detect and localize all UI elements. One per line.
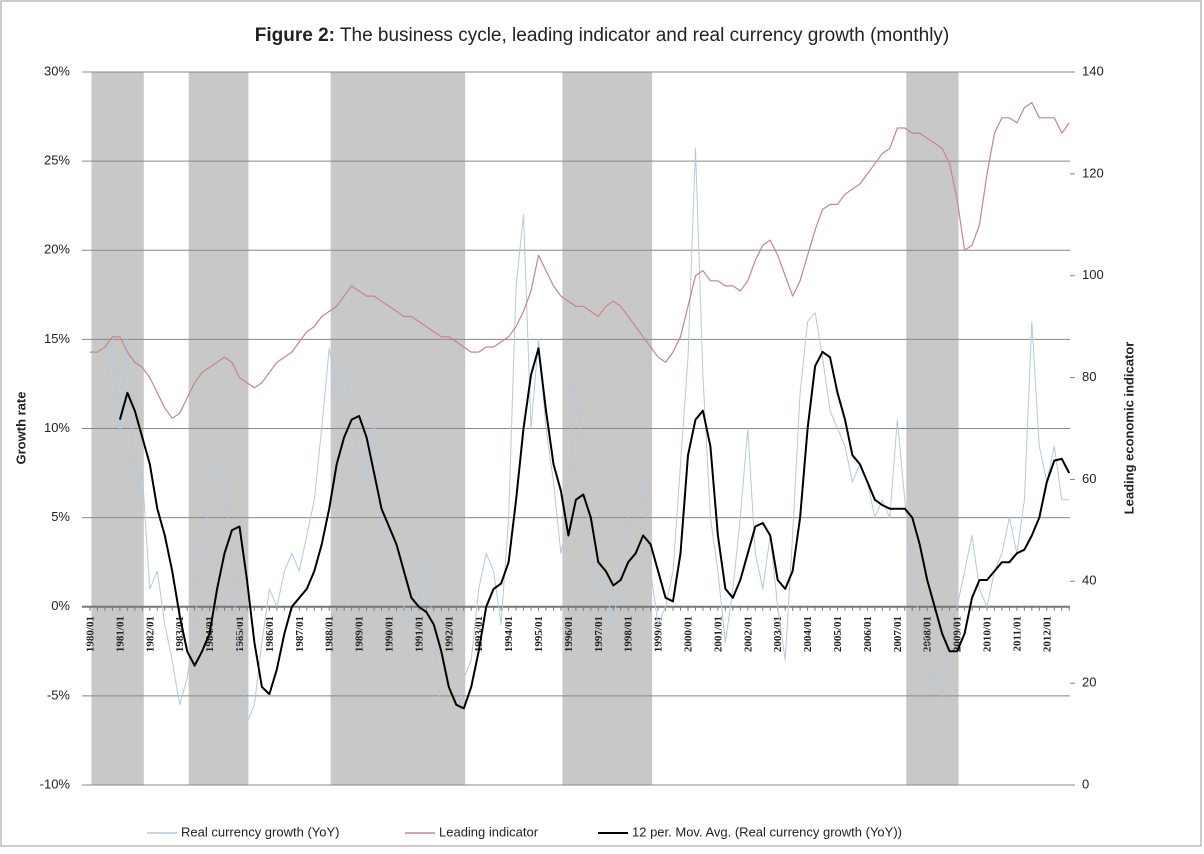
y2-axis-title: Leading economic indicator — [1121, 342, 1136, 515]
title-label: Figure 2: — [255, 25, 335, 46]
y-tick-label: -5% — [47, 687, 71, 702]
y-axis-title: Growth rate — [13, 392, 28, 465]
x-tick-label: 1996/01 — [563, 616, 575, 652]
x-tick-label: 2007/01 — [892, 616, 904, 652]
x-tick-label: 1998/01 — [623, 616, 635, 652]
grid: -10% -5% 0% 5% 10% 15% 20% 25% 30% 0 20 40 60 80 100 12… — [40, 63, 1104, 791]
legend: Real currency growth (YoY) Leading indica… — [147, 824, 902, 839]
x-tick-label: 2010/01 — [982, 616, 994, 652]
legend-label: Leading indicator — [439, 824, 539, 839]
x-tick-label: 1995/01 — [533, 616, 545, 652]
x-tick-label: 2011/01 — [1011, 616, 1023, 651]
y-tick-label: -10% — [40, 776, 71, 791]
x-tick-label: 1997/01 — [593, 616, 605, 652]
y2-tick-label: 100 — [1082, 267, 1104, 282]
x-tick-label: 1992/01 — [443, 616, 455, 652]
x-tick-label: 1986/01 — [264, 616, 276, 652]
series-line — [90, 102, 1070, 419]
x-tick-label: 1989/01 — [354, 616, 366, 652]
x-tick-label: 1981/01 — [114, 616, 126, 652]
y-tick-label: 30% — [44, 63, 70, 78]
y2-tick-label: 60 — [1082, 471, 1096, 486]
x-tick-label: 2004/01 — [802, 616, 814, 652]
x-tick-label: 1990/01 — [384, 616, 396, 652]
x-tick-label: 1987/01 — [294, 616, 306, 652]
x-tick-label: 2001/01 — [712, 616, 724, 652]
x-tick-label: 2006/01 — [862, 616, 874, 652]
y2-tick-label: 0 — [1082, 776, 1089, 791]
y2-tick-label: 80 — [1082, 369, 1096, 384]
lines — [90, 102, 1071, 741]
y2-tick-label: 40 — [1082, 573, 1096, 588]
x-tick-label: 2008/01 — [922, 616, 934, 652]
y2-tick-label: 20 — [1082, 675, 1096, 690]
x-tick-label: 2002/01 — [742, 616, 754, 652]
x-tick-label: 1999/01 — [653, 616, 665, 652]
y-tick-label: 10% — [44, 420, 70, 435]
legend-label: 12 per. Mov. Avg. (Real currency growth … — [632, 824, 902, 839]
x-tick-label: 1980/01 — [85, 616, 97, 652]
y-tick-label: 15% — [44, 331, 70, 346]
x-tick-label: 2005/01 — [832, 616, 844, 652]
y-tick-label: 5% — [51, 509, 70, 524]
x-tick-label: 2012/01 — [1041, 616, 1053, 652]
x-tick-label: 2003/01 — [772, 616, 784, 652]
x-tick-label: 1994/01 — [503, 616, 515, 652]
x-tick-label: 1983/01 — [174, 616, 186, 652]
x-tick-label: 1988/01 — [324, 616, 336, 652]
series-line — [118, 347, 1071, 710]
x-tick-label: 1982/01 — [144, 616, 156, 652]
y-tick-label: 0% — [51, 598, 70, 613]
x-tick-label: 2000/01 — [683, 616, 695, 652]
y-tick-label: 20% — [44, 242, 70, 257]
legend-label: Real currency growth (YoY) — [181, 824, 339, 839]
y2-tick-label: 120 — [1082, 165, 1104, 180]
title-text: The business cycle, leading indicator an… — [340, 25, 949, 46]
y2-tick-label: 140 — [1082, 63, 1104, 78]
y-tick-label: 25% — [44, 153, 70, 168]
chart-title: Figure 2: The business cycle, leading in… — [255, 25, 950, 46]
x-tick-label: 1991/01 — [413, 616, 425, 652]
x-tick-label: 2009/01 — [952, 616, 964, 652]
